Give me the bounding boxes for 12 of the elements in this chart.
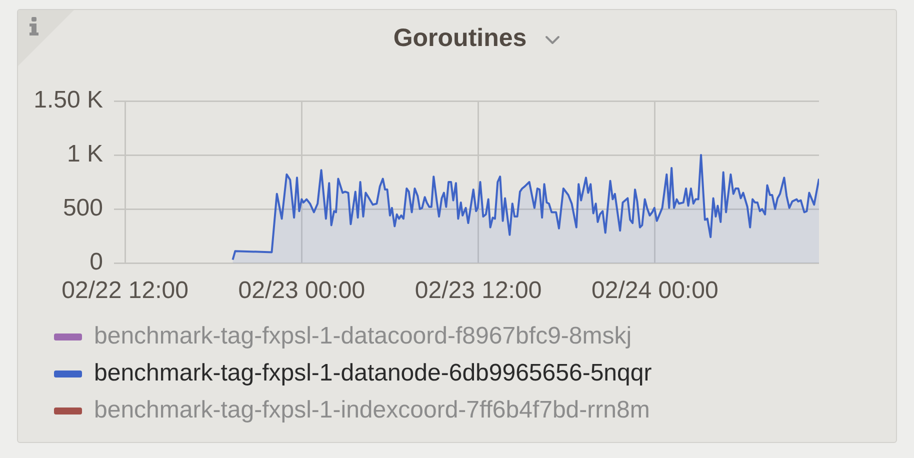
y-tick-label: 0 [90, 248, 103, 276]
y-tick-label: 1 K [66, 140, 103, 168]
x-tick-label: 02/23 00:00 [238, 277, 366, 304]
legend-label: benchmark-tag-fxpsl-1-datacoord-f8967bfc9-8mskj [94, 322, 632, 350]
chart-title: Goroutines [392, 23, 528, 54]
legend-label: benchmark-tag-fxpsl-1-indexcoord-7ff6b4f7bd-rrn8m [94, 396, 650, 424]
y-tick-label: 1.50 K [34, 86, 103, 114]
x-tick-label: 02/23 12:00 [414, 277, 542, 304]
x-tick-label: 02/24 00:00 [591, 277, 718, 304]
y-tick-label: 500 [62, 194, 103, 222]
x-tick-label: 02/22 12:00 [62, 277, 188, 304]
legend-label: benchmark-tag-fxpsl-1-datanode-6db9965656-5nqqr [94, 360, 652, 387]
